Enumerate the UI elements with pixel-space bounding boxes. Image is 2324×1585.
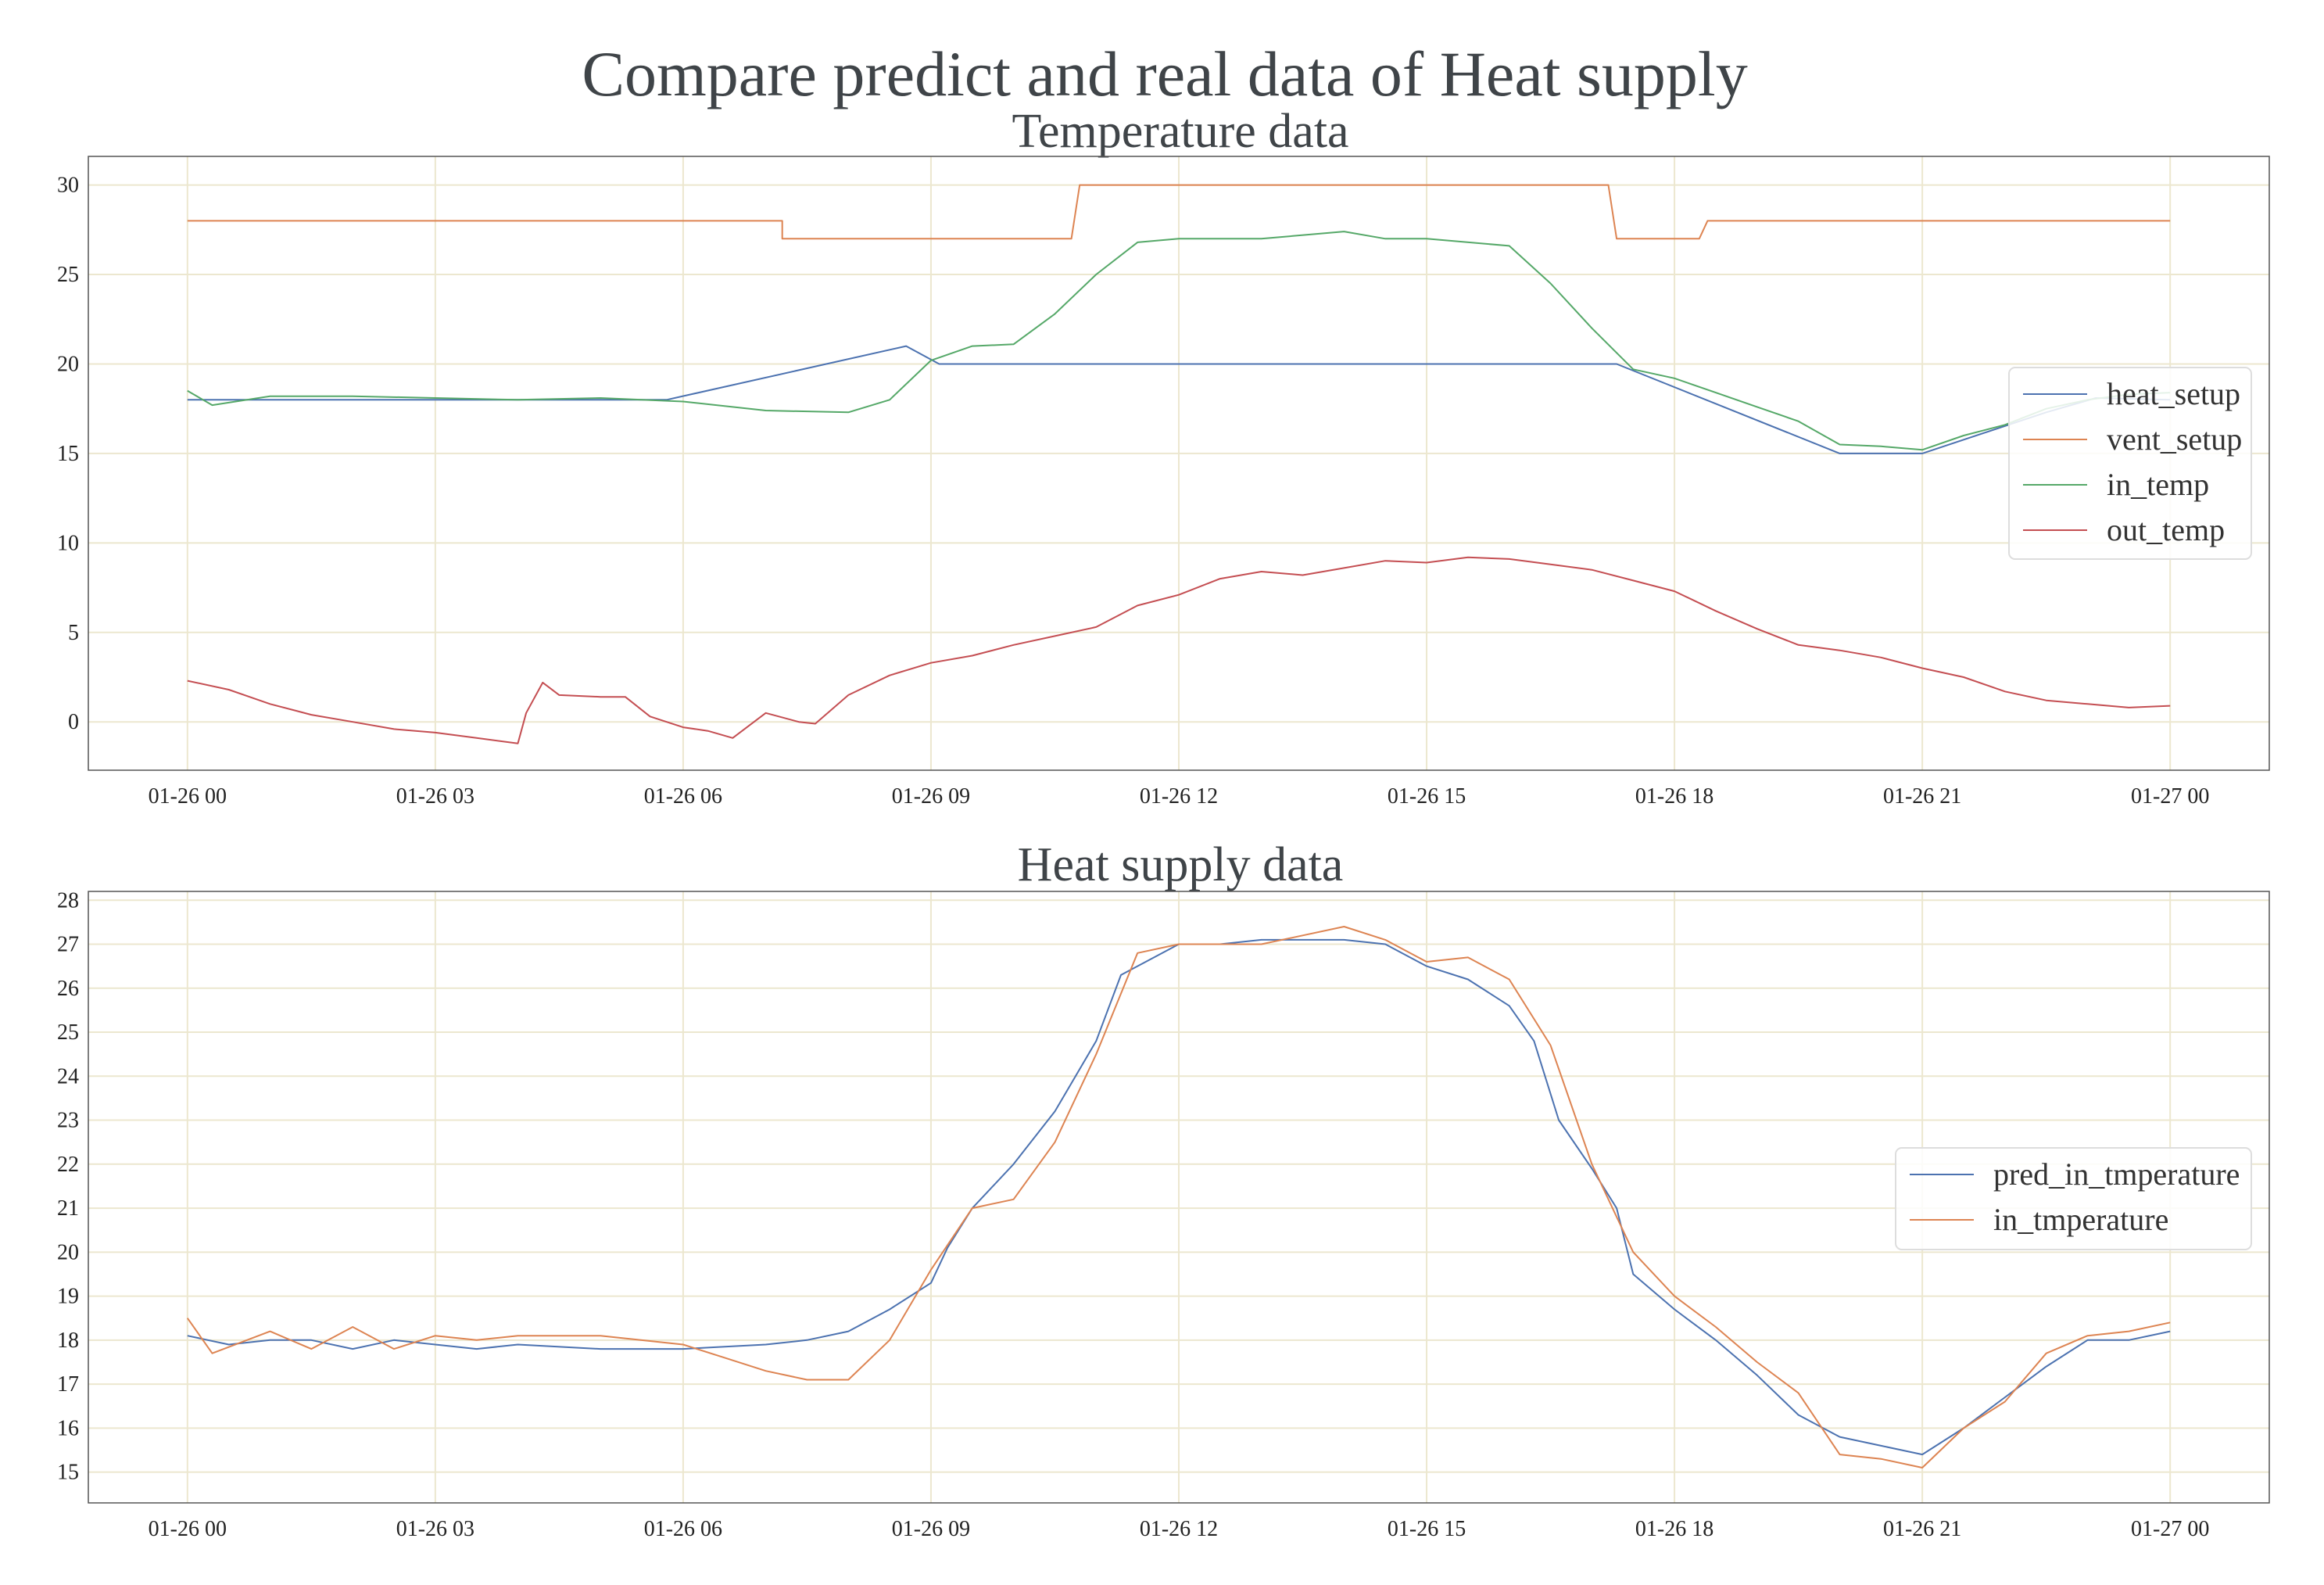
heat-supply-chart-x-tick-label: 01-27 00	[2131, 1517, 2209, 1541]
temperature-chart-y-tick-label: 5	[68, 621, 79, 645]
temperature-chart-legend-label: in_temp	[2107, 467, 2209, 502]
heat-supply-chart-legend: pred_in_tmperature in_tmperature	[1895, 1147, 2252, 1250]
heat-supply-chart-y-tick-label: 27	[57, 933, 79, 957]
temperature-chart-x-tick-label: 01-26 12	[1140, 784, 1218, 809]
heat-supply-chart-y-tick-label: 17	[57, 1372, 79, 1397]
temperature-chart-series-vent-setup	[187, 184, 2171, 240]
heat-supply-chart-grid	[88, 891, 2269, 1503]
temperature-chart-y-tick-label: 15	[57, 442, 79, 466]
heat-supply-chart-x-tick-label: 01-26 18	[1635, 1517, 1713, 1541]
heat-supply-chart-x-tick-label: 01-26 06	[644, 1517, 722, 1541]
temperature-chart: Temperature data 01-26 00 01-26 03 01-26 0…	[57, 105, 2270, 809]
heat-supply-chart-frame	[88, 891, 2270, 1504]
heat-supply-chart-x-tick-label: 01-26 03	[396, 1517, 474, 1541]
heat-supply-chart-y-tick-label: 15	[57, 1461, 79, 1485]
heat-supply-chart-y-tick-label: 26	[57, 977, 79, 1001]
temperature-chart-y-tick-label: 30	[57, 174, 79, 198]
figure-title: Compare predict and real data of Heat su…	[582, 38, 1747, 109]
temperature-chart-y-tick-label: 0	[68, 710, 79, 734]
heat-supply-chart-legend-box	[1895, 1147, 2252, 1250]
temperature-chart-x-tick-label: 01-26 21	[1883, 784, 1961, 809]
heat-supply-chart-title: Heat supply data	[1018, 838, 1344, 891]
heat-supply-chart-y-tick-label: 24	[57, 1064, 79, 1088]
temperature-chart-ticks: 01-26 00 01-26 03 01-26 06 01-26 09 01-26 12…	[57, 174, 2209, 809]
heat-supply-chart-y-tick-label: 18	[57, 1329, 79, 1353]
temperature-chart-frame	[88, 156, 2270, 771]
temperature-chart-x-tick-label: 01-26 09	[892, 784, 970, 809]
temperature-chart-y-tick-label: 25	[57, 263, 79, 287]
heat-supply-chart-x-tick-label: 01-26 00	[149, 1517, 227, 1541]
heat-supply-chart-ticks: 01-26 00 01-26 03 01-26 06 01-26 09 01-26 12…	[57, 888, 2209, 1541]
temperature-chart-legend-label: heat_setup	[2107, 376, 2240, 411]
temperature-chart-legend: heat_setup vent_setup in_temp out_temp	[2008, 367, 2252, 560]
heat-supply-chart-y-tick-label: 25	[57, 1020, 79, 1045]
temperature-chart-legend-label: vent_setup	[2107, 421, 2242, 457]
heat-supply-chart-series-in-tmperature	[186, 926, 2171, 1468]
temperature-chart-x-tick-label: 01-26 00	[149, 784, 227, 809]
heat-supply-chart-x-tick-label: 01-26 12	[1140, 1517, 1218, 1541]
heat-supply-chart-y-tick-label: 20	[57, 1240, 79, 1264]
heat-supply-chart-y-tick-label: 19	[57, 1285, 79, 1309]
temperature-chart-y-tick-label: 10	[57, 531, 79, 555]
heat-supply-chart-x-tick-label: 01-26 21	[1883, 1517, 1961, 1541]
heat-supply-chart-legend-label: pred_in_tmperature	[1993, 1156, 2240, 1192]
temperature-chart-series-out-temp	[187, 556, 2171, 744]
heat-supply-chart-series	[186, 926, 2171, 1468]
heat-supply-chart-series-pred-in-tmperature	[187, 938, 2171, 1456]
temperature-chart-x-tick-label: 01-27 00	[2131, 784, 2209, 809]
heat-supply-chart: Heat supply data 01-26 00 01-26 03 01-26 0…	[57, 838, 2270, 1541]
heat-supply-chart-x-tick-label: 01-26 09	[892, 1517, 970, 1541]
temperature-chart-y-tick-label: 20	[57, 352, 79, 376]
heat-supply-chart-legend-label: in_tmperature	[1993, 1202, 2168, 1237]
temperature-chart-legend-label: out_temp	[2107, 512, 2225, 547]
heat-supply-chart-y-tick-label: 22	[57, 1153, 79, 1177]
temperature-chart-x-tick-label: 01-26 18	[1635, 784, 1713, 809]
temperature-chart-x-tick-label: 01-26 06	[644, 784, 722, 809]
temperature-chart-grid	[88, 156, 2269, 770]
heat-supply-chart-x-tick-label: 01-26 15	[1388, 1517, 1466, 1541]
temperature-chart-title: Temperature data	[1012, 105, 1348, 158]
heat-supply-chart-y-tick-label: 21	[57, 1196, 79, 1221]
heat-supply-chart-y-tick-label: 16	[57, 1416, 79, 1440]
temperature-chart-x-tick-label: 01-26 15	[1388, 784, 1466, 809]
temperature-chart-legend-box	[2008, 367, 2252, 560]
temperature-chart-series-in-temp	[187, 231, 2171, 451]
temperature-chart-x-tick-label: 01-26 03	[396, 784, 474, 809]
heat-supply-chart-y-tick-label: 28	[57, 888, 79, 913]
heat-supply-chart-y-tick-label: 23	[57, 1109, 79, 1133]
